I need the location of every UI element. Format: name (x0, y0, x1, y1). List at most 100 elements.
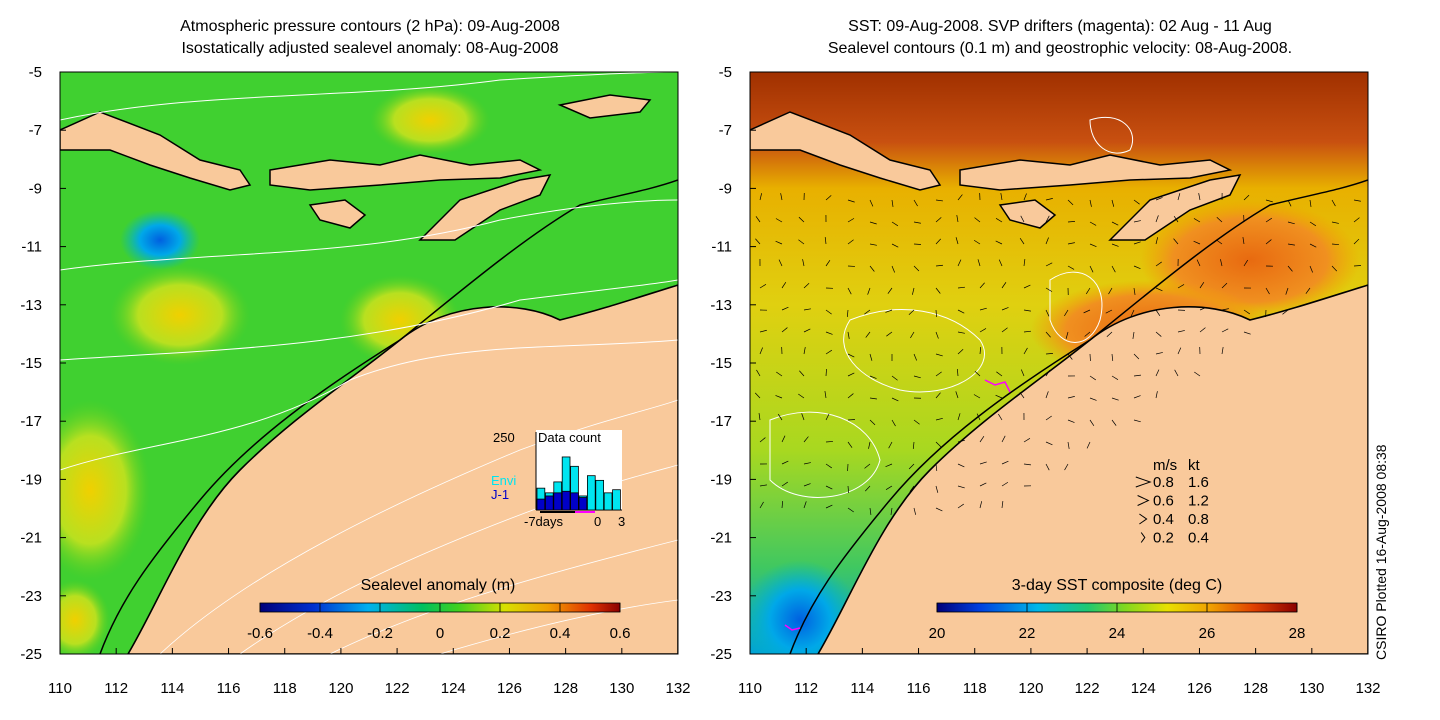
velocity-arrow (1020, 369, 1025, 377)
velocity-arrow (1001, 501, 1004, 509)
velocity-arrow (979, 307, 987, 311)
left-map-x-tick-label: 112 (104, 680, 128, 697)
right-map-y-tick-label: -13 (710, 297, 732, 314)
left-map-x-tick-label: 114 (160, 680, 184, 697)
velocity-arrow (957, 331, 965, 334)
velocity-arrow (913, 243, 922, 245)
velocity-scale-arrow (1137, 495, 1150, 506)
j1-bar (536, 498, 546, 511)
velocity-arrow (1045, 262, 1053, 267)
velocity-arrow (1089, 243, 1097, 248)
velocity-arrow (995, 218, 1003, 223)
velocity-arrow (913, 353, 917, 361)
velocity-arrow (913, 199, 918, 207)
velocity-arrow (1216, 217, 1223, 223)
velocity-arrow (1193, 240, 1201, 245)
velocity-arrow (957, 286, 965, 289)
velocity-arrow (1221, 347, 1224, 355)
left-map-y-tick-label: -17 (20, 413, 42, 430)
velocity-arrow (1216, 239, 1223, 245)
inset-xlabel-end: 3 (618, 514, 625, 529)
velocity-arrow (1199, 281, 1205, 289)
sealevel-contour (1089, 116, 1134, 154)
velocity-arrow (957, 503, 964, 509)
velocity-scale-kt: 1.6 (1188, 474, 1209, 491)
velocity-arrow (756, 369, 761, 377)
velocity-arrow (935, 287, 941, 294)
velocity-arrow (1045, 198, 1053, 201)
velocity-arrow (886, 331, 893, 337)
velocity-arrow (775, 218, 783, 223)
velocity-arrow (1353, 217, 1360, 223)
velocity-arrow (825, 504, 833, 509)
velocity-arrow (759, 193, 762, 201)
velocity-arrow (1173, 215, 1179, 223)
velocity-arrow (1086, 441, 1091, 449)
envi-bar (612, 489, 621, 511)
right-map-y-tick-label: -9 (719, 180, 732, 197)
velocity-arrow (1065, 331, 1069, 339)
velocity-arrow (846, 309, 849, 318)
velocity-scale-arrow (1135, 476, 1152, 488)
velocity-arrow (1045, 441, 1053, 446)
j1-bar (570, 492, 579, 511)
velocity-scale-kt: 0.4 (1188, 530, 1209, 547)
velocity-arrow (1001, 307, 1009, 311)
velocity-arrow (1106, 331, 1113, 338)
velocity-arrow (1045, 369, 1051, 377)
right-map-y-tick-label: -21 (710, 530, 732, 547)
velocity-arrow (869, 199, 874, 207)
right-map-x-tick-label: 114 (850, 680, 874, 697)
left-map-x-tick-label: 132 (665, 680, 690, 697)
velocity-arrow (865, 485, 871, 492)
velocity-arrow (1155, 309, 1161, 317)
velocity-arrow (1023, 284, 1031, 289)
velocity-arrow (891, 375, 898, 381)
velocity-arrow (1194, 371, 1201, 377)
velocity-arrow (755, 238, 761, 245)
velocity-arrow (1155, 197, 1163, 201)
velocity-arrow (1133, 353, 1140, 360)
velocity-arrow (1353, 238, 1360, 245)
velocity-arrow (935, 507, 943, 512)
envi-bar (595, 479, 604, 511)
velocity-arrow (825, 260, 831, 267)
inset-ymax-label: 250 (493, 430, 515, 445)
velocity-arrow (803, 501, 807, 509)
velocity-arrow (1242, 237, 1245, 245)
velocity-arrow (1287, 199, 1292, 207)
velocity-arrow (1220, 259, 1223, 267)
velocity-arrow (973, 239, 981, 245)
velocity-arrow (781, 281, 787, 289)
velocity-arrow (935, 371, 942, 377)
left-map-y-tick-label: -13 (20, 297, 42, 314)
left-map-y-tick-label: -5 (29, 64, 42, 81)
velocity-arrow (1331, 199, 1336, 207)
velocity-arrow (1305, 287, 1311, 294)
velocity-arrow (913, 265, 920, 272)
velocity-arrow (910, 331, 915, 339)
velocity-arrow (1023, 309, 1031, 312)
velocity-arrow (955, 391, 959, 399)
velocity-arrow (935, 331, 939, 339)
velocity-arrow (1155, 352, 1163, 355)
velocity-arrow (1331, 265, 1338, 272)
velocity-arrow (1155, 287, 1163, 292)
velocity-arrow (1133, 395, 1141, 399)
velocity-arrow (776, 371, 783, 377)
velocity-arrow (869, 353, 873, 361)
pressure-contour (60, 339, 678, 471)
velocity-arrow (1084, 331, 1091, 337)
velocity-arrow (935, 264, 943, 267)
left-map-x-tick-label: 128 (553, 680, 578, 697)
velocity-arrow (935, 417, 943, 421)
inset-title: Data count (538, 430, 601, 445)
velocity-arrow (909, 485, 915, 492)
velocity-arrow (801, 413, 805, 421)
sealevel-colorbar-tick-label: 0.4 (550, 625, 571, 642)
velocity-arrow (891, 419, 896, 427)
velocity-arrow (869, 265, 875, 272)
plot-credit: CSIRO Plotted 16-Aug-2008 08:38 (1373, 444, 1389, 660)
velocity-arrow (1111, 419, 1117, 426)
velocity-arrow (1133, 241, 1141, 245)
